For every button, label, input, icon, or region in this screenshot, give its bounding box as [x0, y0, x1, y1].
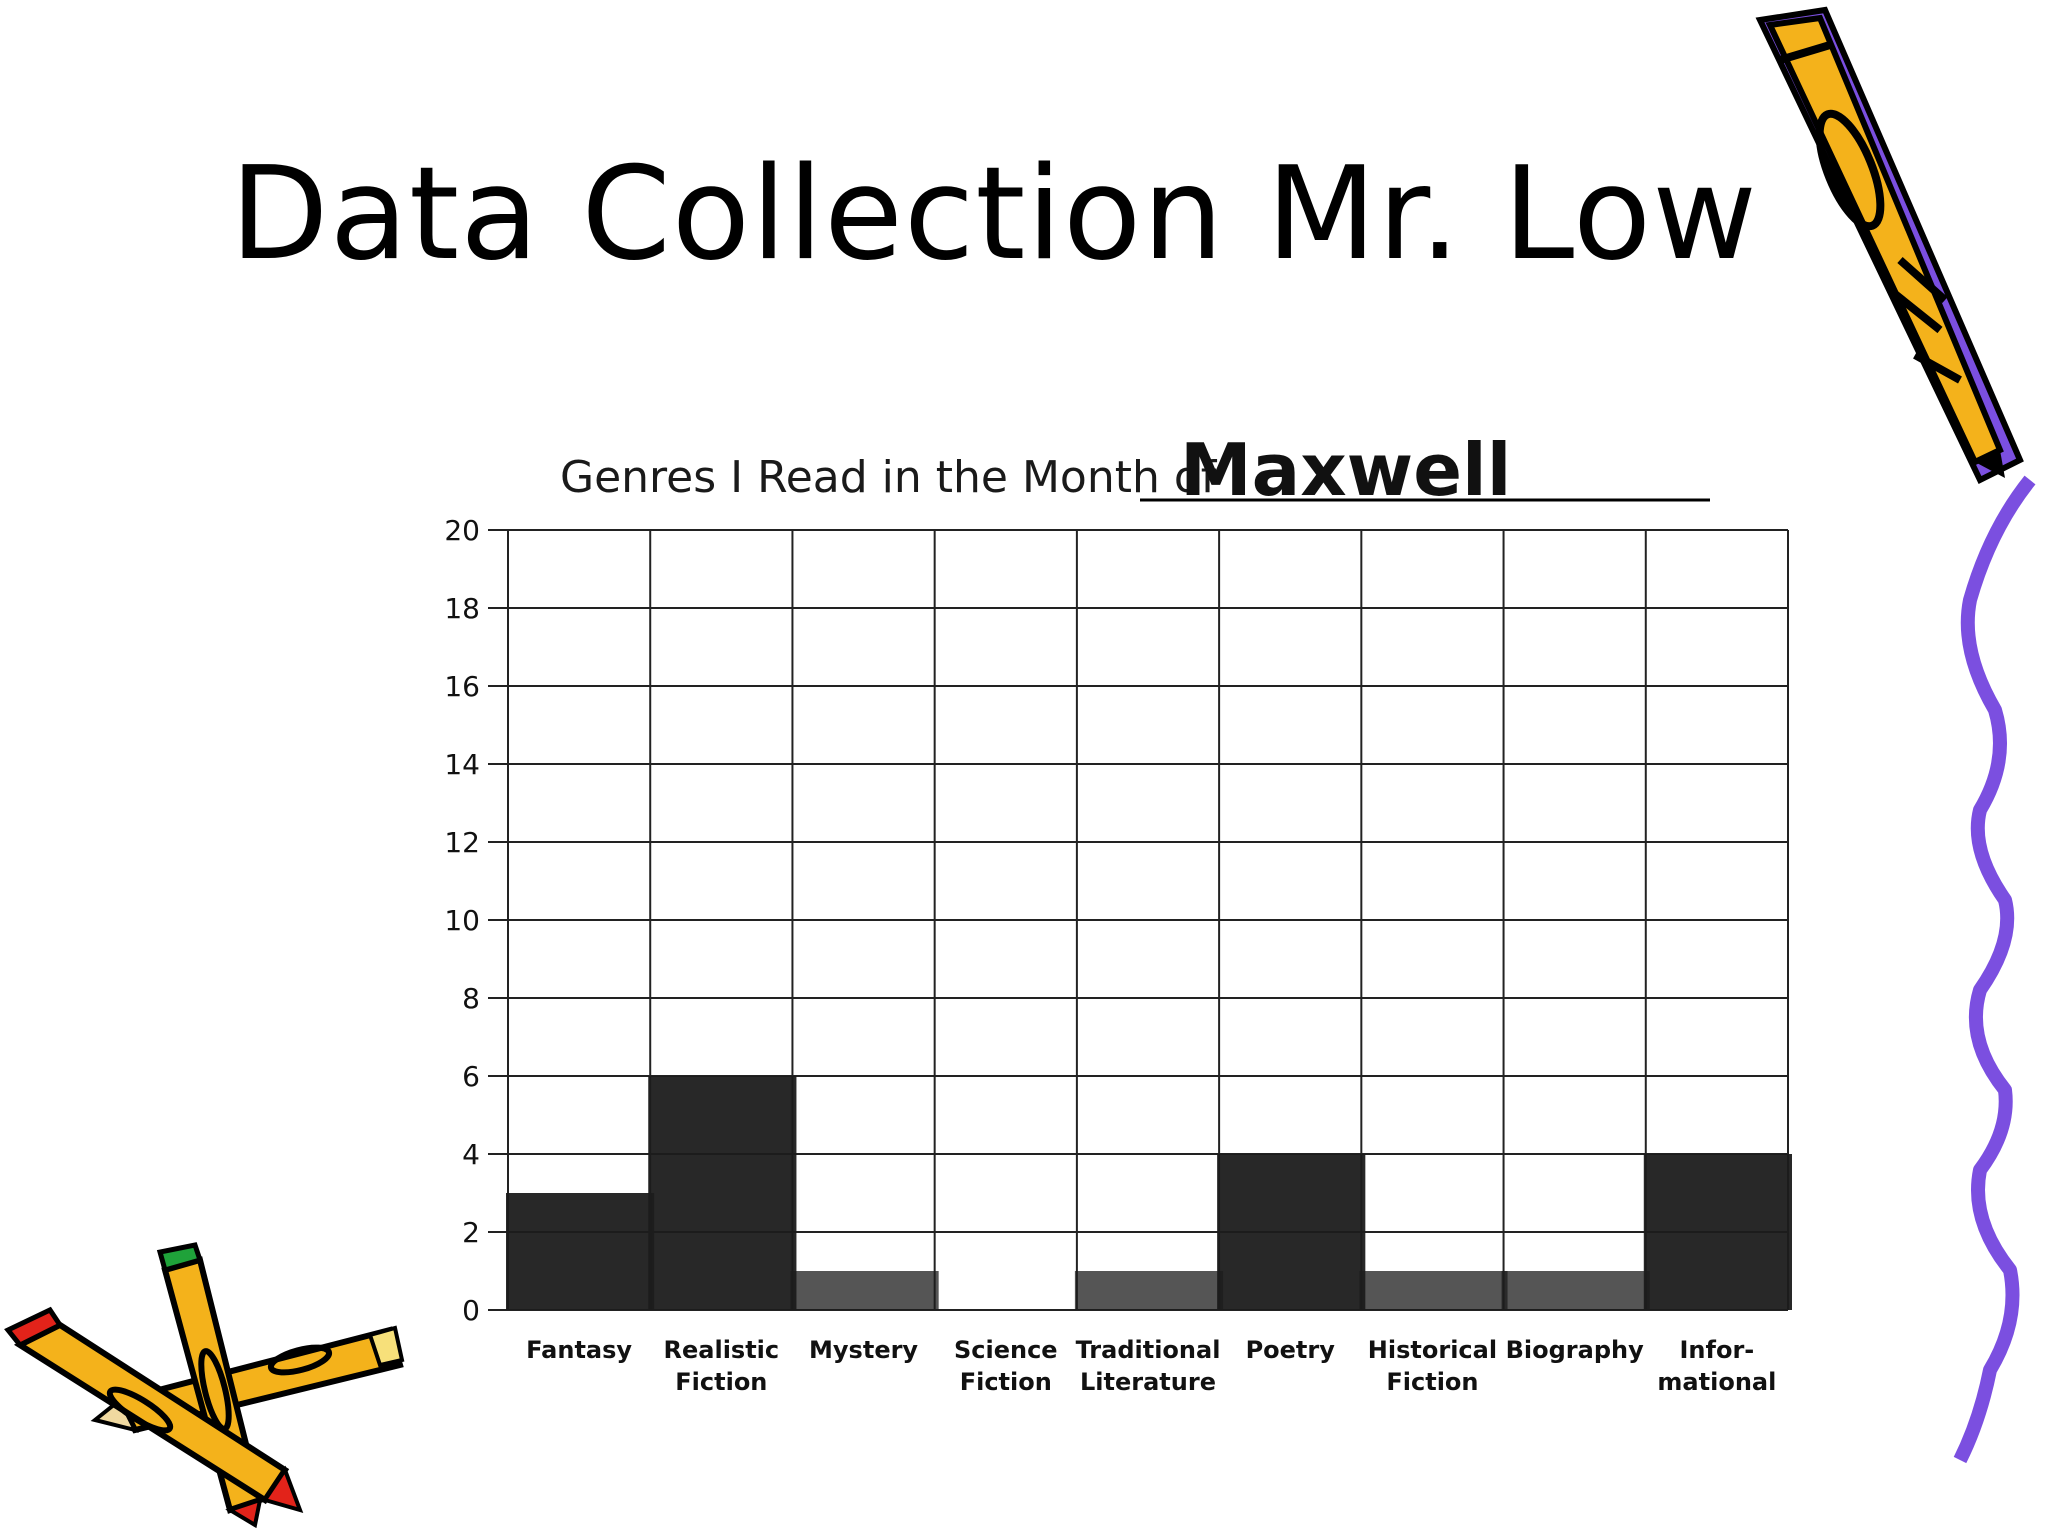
x-category-label: Traditional Literature: [1076, 1336, 1221, 1396]
chart-title: Genres I Read in the Month of: [560, 452, 1218, 503]
slide-title: Data Collection Mr. Low: [230, 140, 1758, 289]
y-tick-label: 16: [444, 670, 480, 703]
crossed-pencils-icon: [4, 1242, 405, 1529]
x-category-label: Poetry: [1246, 1336, 1336, 1364]
bar: [1501, 1271, 1650, 1310]
bar: [1359, 1271, 1508, 1310]
bar: [1074, 1271, 1224, 1310]
bar: [790, 1271, 939, 1310]
bar: [648, 1076, 797, 1310]
x-category-label: Biography: [1506, 1336, 1644, 1364]
x-category-label: Fantasy: [526, 1336, 632, 1364]
bar: [1643, 1154, 1792, 1310]
x-category-label: Mystery: [809, 1336, 918, 1364]
y-tick-label: 6: [462, 1060, 480, 1093]
x-category-label: Science Fiction: [954, 1336, 1058, 1396]
x-category-label: Infor-mational: [1657, 1336, 1776, 1396]
bar: [1217, 1154, 1366, 1310]
bar: [506, 1193, 655, 1310]
y-tick-label: 8: [462, 982, 480, 1015]
y-tick-label: 14: [444, 748, 480, 781]
purple-squiggle-border: [1953, 475, 2036, 1464]
chart-title-fill-in: Maxwell: [1180, 428, 1511, 512]
pencil-icon: [1755, 6, 2024, 485]
y-tick-label: 10: [444, 904, 480, 937]
y-tick-label: 4: [462, 1138, 480, 1171]
y-tick-label: 12: [444, 826, 480, 859]
x-category-label: Realistic Fiction: [664, 1336, 780, 1396]
x-category-label: Historical Fiction: [1368, 1336, 1497, 1396]
y-tick-label: 20: [444, 514, 480, 547]
y-tick-label: 0: [462, 1294, 480, 1327]
y-tick-label: 2: [462, 1216, 480, 1249]
y-tick-label: 18: [444, 592, 480, 625]
